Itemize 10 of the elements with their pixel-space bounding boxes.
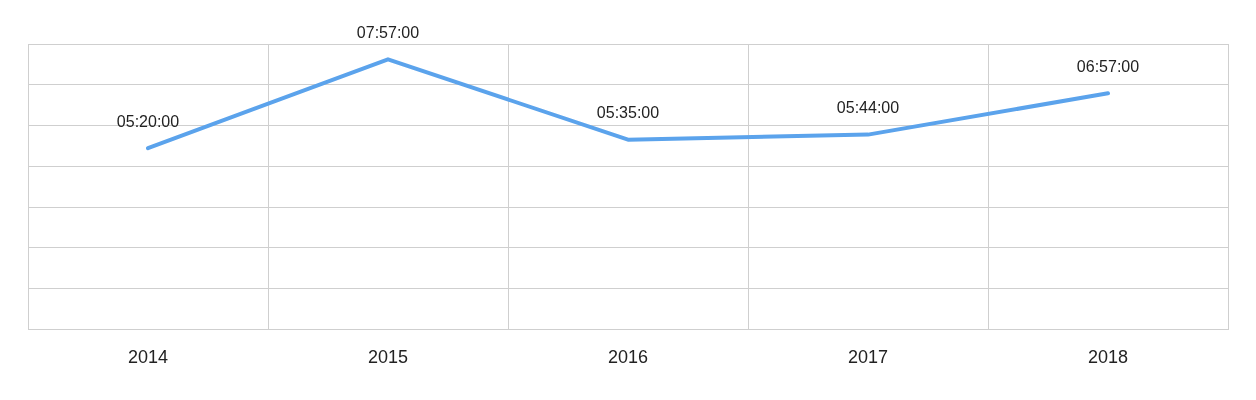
data-label: 06:57:00 [1076,57,1140,75]
x-tick-label: 2018 [1087,347,1129,368]
x-tick-label: 2016 [607,347,649,368]
data-label: 05:35:00 [596,104,660,122]
data-label: 05:20:00 [116,112,180,130]
x-tick-label: 2015 [367,347,409,368]
x-tick-label: 2017 [847,347,889,368]
x-tick-label: 2014 [127,347,169,368]
data-label: 05:44:00 [836,99,900,117]
data-label: 07:57:00 [356,23,420,41]
